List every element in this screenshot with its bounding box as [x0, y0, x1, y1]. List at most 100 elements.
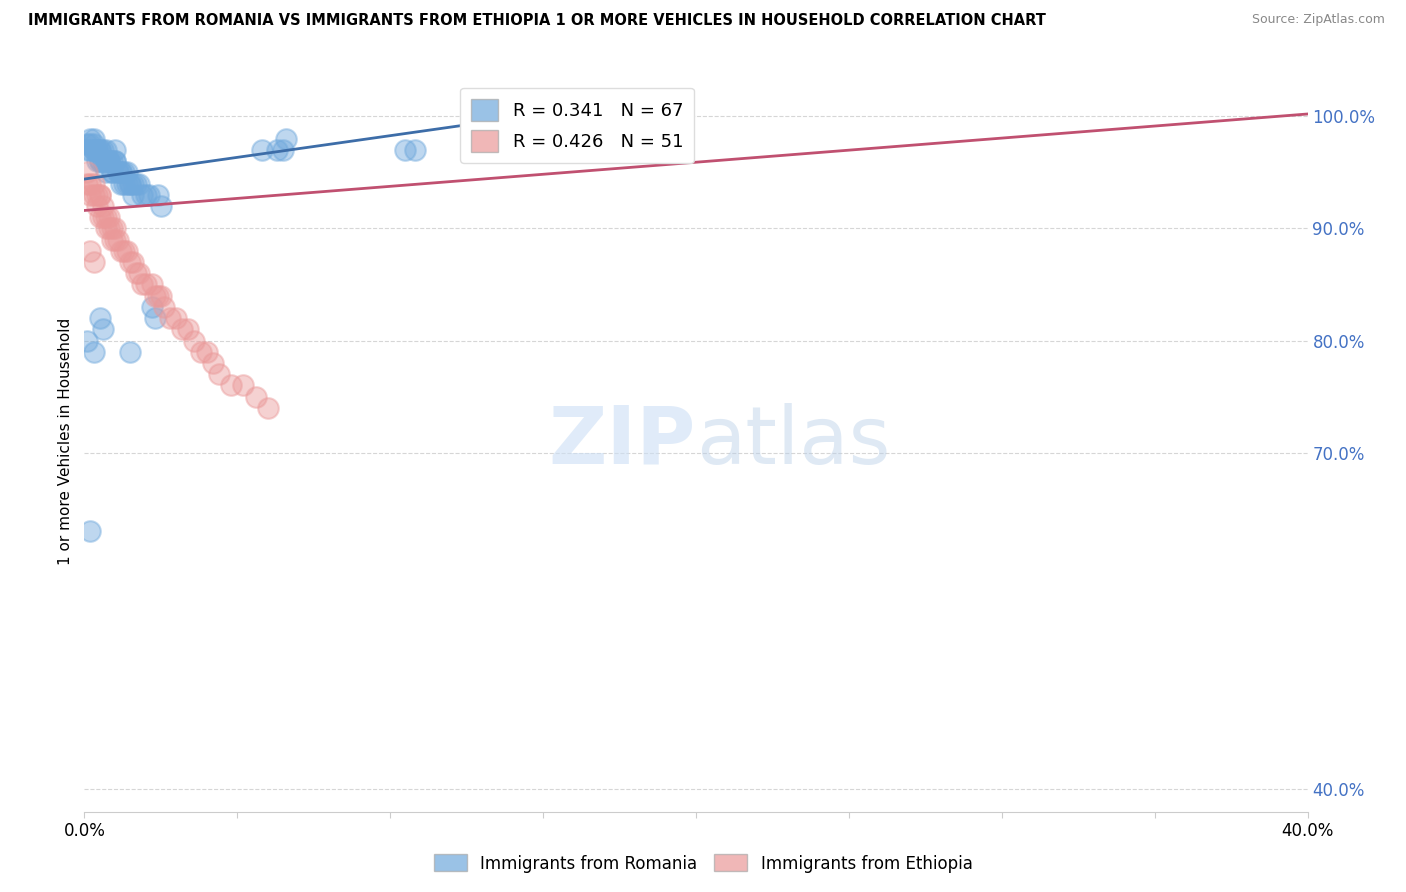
Point: [266, 143, 288, 157]
Point: [245, 390, 267, 404]
Point: [250, 143, 273, 157]
Text: IMMIGRANTS FROM ROMANIA VS IMMIGRANTS FROM ETHIOPIA 1 OR MORE VEHICLES IN HOUSEH: IMMIGRANTS FROM ROMANIA VS IMMIGRANTS FR…: [28, 13, 1046, 29]
Point: [104, 143, 127, 157]
Point: [101, 233, 124, 247]
Point: [122, 187, 145, 202]
Point: [110, 244, 132, 258]
Point: [141, 300, 163, 314]
Point: [97, 210, 120, 224]
Point: [394, 143, 416, 157]
Point: [131, 277, 153, 292]
Point: [83, 255, 105, 269]
Point: [404, 143, 426, 157]
Point: [128, 266, 150, 280]
Point: [89, 154, 111, 169]
Point: [115, 165, 138, 179]
Text: ZIP: ZIP: [548, 402, 696, 481]
Point: [94, 221, 117, 235]
Point: [232, 378, 254, 392]
Point: [97, 154, 120, 169]
Point: [112, 177, 135, 191]
Text: atlas: atlas: [696, 402, 890, 481]
Point: [101, 165, 124, 179]
Point: [89, 210, 111, 224]
Point: [89, 311, 111, 326]
Text: Source: ZipAtlas.com: Source: ZipAtlas.com: [1251, 13, 1385, 27]
Point: [91, 154, 114, 169]
Point: [159, 311, 181, 326]
Point: [94, 210, 117, 224]
Point: [97, 221, 120, 235]
Point: [141, 277, 163, 292]
Point: [257, 401, 280, 415]
Point: [125, 177, 148, 191]
Legend: R = 0.341   N = 67, R = 0.426   N = 51: R = 0.341 N = 67, R = 0.426 N = 51: [460, 87, 695, 162]
Point: [89, 154, 111, 169]
Point: [183, 334, 205, 348]
Point: [110, 165, 132, 179]
Point: [89, 187, 111, 202]
Point: [86, 143, 108, 157]
Point: [135, 187, 157, 202]
Point: [79, 137, 101, 152]
Point: [172, 322, 194, 336]
Point: [79, 177, 101, 191]
Point: [83, 143, 105, 157]
Point: [91, 154, 114, 169]
Point: [86, 199, 108, 213]
Point: [91, 143, 114, 157]
Point: [131, 187, 153, 202]
Point: [143, 289, 166, 303]
Point: [143, 311, 166, 326]
Point: [195, 344, 218, 359]
Point: [177, 322, 200, 336]
Point: [115, 177, 138, 191]
Point: [146, 187, 169, 202]
Point: [107, 165, 129, 179]
Point: [86, 154, 108, 169]
Point: [104, 154, 127, 169]
Point: [83, 177, 105, 191]
Point: [107, 233, 129, 247]
Point: [86, 187, 108, 202]
Point: [122, 177, 145, 191]
Point: [120, 177, 142, 191]
Legend: Immigrants from Romania, Immigrants from Ethiopia: Immigrants from Romania, Immigrants from…: [427, 847, 979, 880]
Point: [76, 165, 98, 179]
Point: [94, 154, 117, 169]
Point: [120, 344, 142, 359]
Point: [94, 165, 117, 179]
Point: [91, 322, 114, 336]
Point: [79, 143, 101, 157]
Point: [83, 143, 105, 157]
Point: [135, 277, 157, 292]
Point: [104, 154, 127, 169]
Point: [76, 334, 98, 348]
Point: [97, 154, 120, 169]
Point: [97, 154, 120, 169]
Point: [120, 255, 142, 269]
Y-axis label: 1 or more Vehicles in Household: 1 or more Vehicles in Household: [58, 318, 73, 566]
Point: [89, 143, 111, 157]
Point: [107, 165, 129, 179]
Point: [271, 143, 294, 157]
Point: [79, 187, 101, 202]
Point: [146, 289, 169, 303]
Point: [149, 199, 172, 213]
Point: [138, 187, 160, 202]
Point: [76, 137, 98, 152]
Point: [219, 378, 242, 392]
Point: [190, 344, 212, 359]
Point: [91, 210, 114, 224]
Point: [101, 221, 124, 235]
Point: [76, 177, 98, 191]
Point: [110, 177, 132, 191]
Point: [91, 199, 114, 213]
Point: [89, 187, 111, 202]
Point: [101, 165, 124, 179]
Point: [104, 221, 127, 235]
Point: [276, 131, 298, 145]
Point: [89, 143, 111, 157]
Point: [94, 143, 117, 157]
Point: [104, 233, 127, 247]
